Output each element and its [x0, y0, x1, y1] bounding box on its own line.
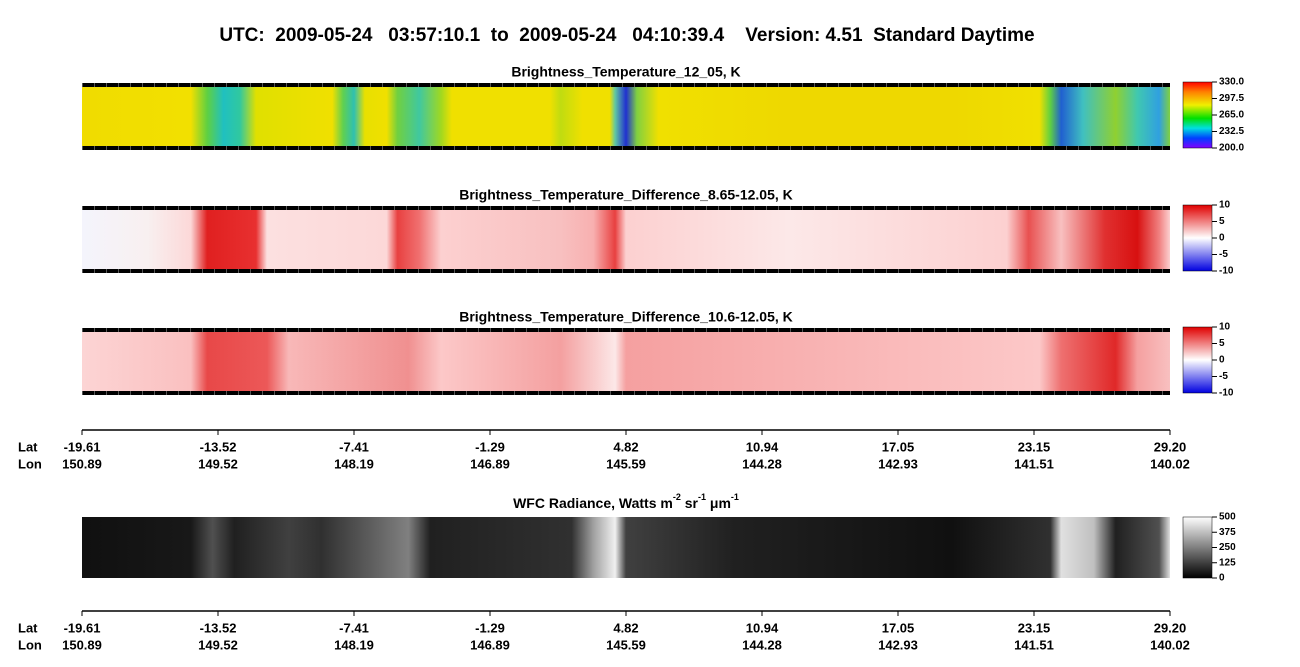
colorbar-label: 265.0: [1219, 110, 1244, 121]
lon-label: 150.89: [62, 637, 102, 652]
colorbar-label: 330.0: [1219, 77, 1244, 88]
superscript: -2: [673, 492, 681, 502]
lat-label: 23.15: [1018, 620, 1051, 635]
colorbar-label: -5: [1219, 249, 1228, 260]
colorbar-label: 0: [1219, 233, 1225, 244]
axis-name: Lon: [18, 637, 42, 652]
image-strip: [82, 517, 1170, 578]
lon-label: 144.28: [742, 637, 782, 652]
lon-label: 140.02: [1150, 637, 1190, 652]
lat-label: -7.41: [339, 620, 369, 635]
superscript: -1: [698, 492, 706, 502]
colorbar-label: 5: [1219, 216, 1225, 227]
superscript: -1: [731, 492, 739, 502]
colorbar-label: 297.5: [1219, 93, 1244, 104]
lon-label: 148.19: [334, 456, 374, 471]
image-strip: [82, 208, 1170, 271]
lon-label: 149.52: [198, 637, 238, 652]
colorbar-label: 0: [1219, 573, 1225, 584]
title-part: sr: [681, 495, 699, 511]
colorbar-label: -5: [1219, 371, 1228, 382]
colorbar: [1182, 326, 1213, 394]
panel-title: Brightness_Temperature_12_05, K: [511, 64, 740, 80]
colorbar-label: 250: [1219, 542, 1236, 553]
lat-label: 4.82: [613, 439, 638, 454]
colorbar: [1182, 81, 1213, 149]
lat-label: -19.61: [64, 620, 101, 635]
title-part: μm: [706, 495, 731, 511]
lat-label: 17.05: [882, 620, 915, 635]
lat-label: 29.20: [1154, 439, 1187, 454]
axis-name: Lat: [18, 439, 38, 454]
colorbar-label: 5: [1219, 338, 1225, 349]
lat-label: 17.05: [882, 439, 915, 454]
lat-label: -19.61: [64, 439, 101, 454]
axis-name: Lon: [18, 456, 42, 471]
lat-label: 29.20: [1154, 620, 1187, 635]
page-title: UTC: 2009-05-24 03:57:10.1 to 2009-05-24…: [219, 25, 1034, 46]
lat-label: 10.94: [746, 620, 779, 635]
lat-label: -13.52: [200, 439, 237, 454]
panel-title: Brightness_Temperature_Difference_8.65-1…: [459, 187, 793, 203]
lon-label: 145.59: [606, 637, 646, 652]
colorbar-label: 10: [1219, 200, 1231, 211]
image-strip: [82, 330, 1170, 393]
lon-label: 145.59: [606, 456, 646, 471]
image-strip: [82, 85, 1170, 148]
lat-label: -1.29: [475, 620, 505, 635]
lat-label: 4.82: [613, 620, 638, 635]
colorbar-label: 10: [1219, 322, 1231, 333]
colorbar-label: 125: [1219, 557, 1236, 568]
panel-title: Brightness_Temperature_Difference_10.6-1…: [459, 309, 793, 325]
lon-label: 144.28: [742, 456, 782, 471]
lat-label: -13.52: [200, 620, 237, 635]
panel-title: WFC Radiance, Watts m-2 sr-1 μm-1: [513, 492, 739, 510]
lon-label: 141.51: [1014, 637, 1054, 652]
lat-label: 23.15: [1018, 439, 1051, 454]
colorbar: [1182, 516, 1213, 579]
lat-label: -1.29: [475, 439, 505, 454]
lon-label: 140.02: [1150, 456, 1190, 471]
colorbar-label: 200.0: [1219, 143, 1244, 154]
colorbar-label: 500: [1219, 512, 1236, 523]
colorbar-label: -10: [1219, 266, 1234, 277]
lon-label: 146.89: [470, 456, 510, 471]
lon-label: 141.51: [1014, 456, 1054, 471]
lon-label: 148.19: [334, 637, 374, 652]
colorbar-label: 375: [1219, 527, 1236, 538]
lon-label: 142.93: [878, 637, 918, 652]
colorbar-label: 0: [1219, 355, 1225, 366]
colorbar: [1182, 204, 1213, 272]
lat-label: 10.94: [746, 439, 779, 454]
lon-label: 150.89: [62, 456, 102, 471]
lon-label: 146.89: [470, 637, 510, 652]
lon-label: 142.93: [878, 456, 918, 471]
colorbar-label: -10: [1219, 388, 1234, 399]
axis-name: Lat: [18, 620, 38, 635]
lat-label: -7.41: [339, 439, 369, 454]
colorbar-label: 232.5: [1219, 126, 1244, 137]
lon-label: 149.52: [198, 456, 238, 471]
title-part: WFC Radiance, Watts m: [513, 495, 673, 511]
